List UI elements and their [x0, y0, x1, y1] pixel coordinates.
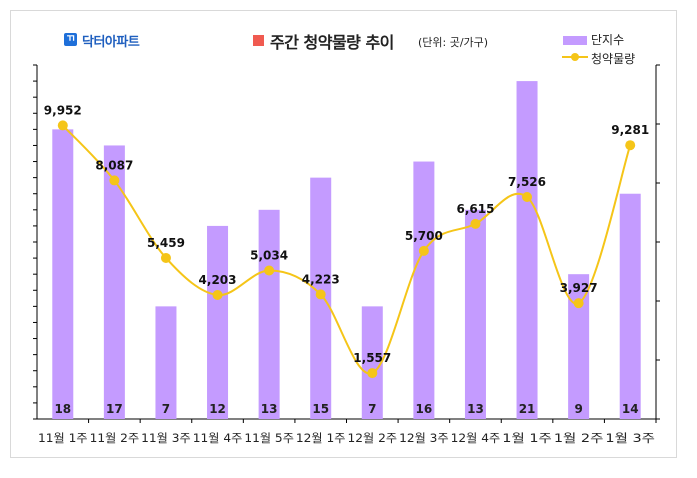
- bar-value-label: 16: [416, 402, 433, 416]
- line-point: [367, 368, 378, 379]
- bar-value-label: 13: [261, 402, 278, 416]
- bar-value-label: 21: [519, 402, 536, 416]
- category-label: 11월 3주: [141, 431, 191, 445]
- bar-value-label: 15: [312, 402, 329, 416]
- bar: [361, 306, 383, 419]
- bar-value-label: 9: [574, 402, 582, 416]
- category-label: 11월 4주: [193, 431, 243, 445]
- legend-bar-label: 단지수: [591, 33, 625, 47]
- line-value-label: 5,459: [147, 236, 185, 250]
- title-square-icon: [253, 35, 264, 46]
- line-point: [315, 289, 326, 300]
- line-point: [264, 265, 275, 276]
- bar: [258, 209, 280, 419]
- line-value-label: 5,700: [405, 229, 443, 243]
- category-label: 11월 1주: [38, 431, 88, 445]
- bar-value-label: 17: [106, 402, 123, 416]
- category-label: 12월 3주: [399, 431, 449, 445]
- bar-value-label: 14: [622, 402, 639, 416]
- chart-unit: (단위: 곳/가구): [418, 36, 489, 49]
- bar: [464, 209, 486, 419]
- bar: [103, 145, 125, 420]
- line-point: [57, 120, 68, 131]
- category-label: 1월 3주: [605, 431, 655, 445]
- category-label: 1월 1주: [502, 431, 552, 445]
- line-value-label: 8,087: [95, 158, 133, 172]
- line-value-label: 9,952: [44, 103, 82, 117]
- bar: [568, 274, 590, 419]
- legend-line-marker: [571, 53, 579, 61]
- bar-value-label: 18: [54, 402, 71, 416]
- bar-value-label: 7: [368, 402, 376, 416]
- line-point: [109, 175, 120, 186]
- line-value-label: 3,927: [560, 281, 598, 295]
- bar: [52, 129, 74, 419]
- legend-bar-swatch: [563, 36, 587, 45]
- bar: [155, 306, 177, 419]
- logo-icon: ㄲ: [64, 33, 77, 46]
- category-label: 11월 2주: [90, 431, 140, 445]
- category-label: 11월 5주: [244, 431, 294, 445]
- chart-title: 주간 청약물량 추이: [270, 33, 394, 52]
- legend-line-label: 청약물량: [591, 52, 636, 66]
- line-point: [470, 218, 481, 229]
- category-label: 12월 2주: [348, 431, 398, 445]
- line-point: [625, 140, 636, 151]
- line-value-label: 7,526: [508, 175, 546, 189]
- category-label: 12월 1주: [296, 431, 346, 445]
- bar: [619, 193, 641, 419]
- bar-value-label: 12: [209, 402, 226, 416]
- line-value-label: 6,615: [456, 202, 494, 216]
- bar: [413, 161, 435, 419]
- line-point: [522, 191, 533, 202]
- logo-text: 닥터아파트: [82, 35, 140, 50]
- line-value-label: 9,281: [611, 123, 649, 137]
- line-value-label: 1,557: [353, 351, 391, 365]
- line-value-label: 5,034: [250, 248, 288, 262]
- line-point: [418, 245, 429, 256]
- bar-value-label: 13: [467, 402, 484, 416]
- line-point: [160, 252, 171, 263]
- line-point: [573, 298, 584, 309]
- category-label: 12월 4주: [451, 431, 501, 445]
- bar-value-label: 7: [162, 402, 170, 416]
- line-value-label: 4,223: [302, 272, 340, 286]
- bar: [516, 81, 538, 419]
- category-label: 1월 2주: [554, 431, 604, 445]
- line-point: [212, 290, 223, 301]
- bar: [207, 225, 229, 419]
- line-value-label: 4,203: [199, 273, 237, 287]
